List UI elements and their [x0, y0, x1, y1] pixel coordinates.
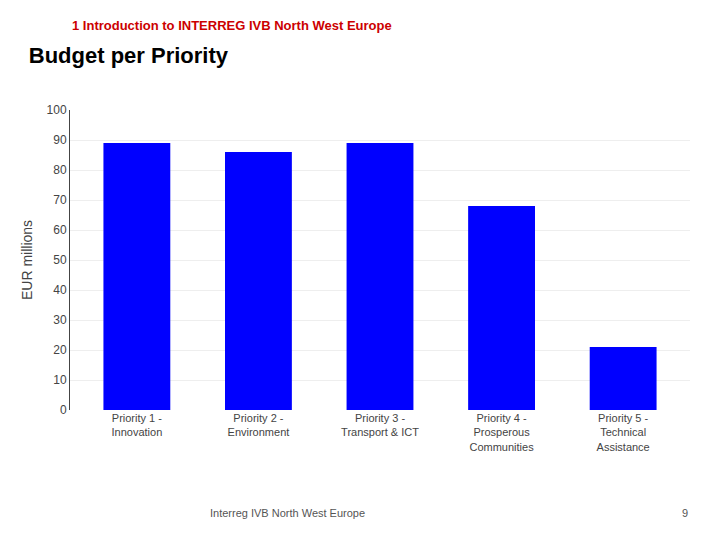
svg-text:Priority 1 -Innovation: Priority 1 -Innovation [111, 412, 162, 438]
svg-text:90: 90 [53, 133, 67, 147]
svg-text:20: 20 [53, 343, 67, 357]
svg-text:0: 0 [60, 403, 67, 417]
svg-text:100: 100 [47, 103, 67, 117]
svg-text:9: 9 [682, 507, 688, 519]
svg-text:Priority 2 -Environment: Priority 2 -Environment [228, 412, 290, 438]
svg-text:Interreg IVB North West Europe: Interreg IVB North West Europe [210, 507, 365, 519]
svg-text:70: 70 [53, 193, 67, 207]
svg-text:50: 50 [53, 253, 67, 267]
svg-text:60: 60 [53, 223, 67, 237]
svg-text:80: 80 [53, 163, 67, 177]
svg-text:Budget per Priority: Budget per Priority [29, 43, 229, 68]
svg-text:Priority 4 -ProsperousCommunit: Priority 4 -ProsperousCommunities [469, 412, 534, 453]
svg-text:1 Introduction to INTERREG IVB: 1 Introduction to INTERREG IVB North Wes… [72, 18, 392, 33]
svg-text:EUR millions: EUR millions [19, 220, 35, 300]
svg-text:Priority 3 -Transport & ICT: Priority 3 -Transport & ICT [341, 412, 419, 438]
svg-text:40: 40 [53, 283, 67, 297]
svg-text:10: 10 [53, 373, 67, 387]
svg-text:30: 30 [53, 313, 67, 327]
svg-text:Priority 5 -TechnicalAssistanc: Priority 5 -TechnicalAssistance [597, 412, 650, 453]
